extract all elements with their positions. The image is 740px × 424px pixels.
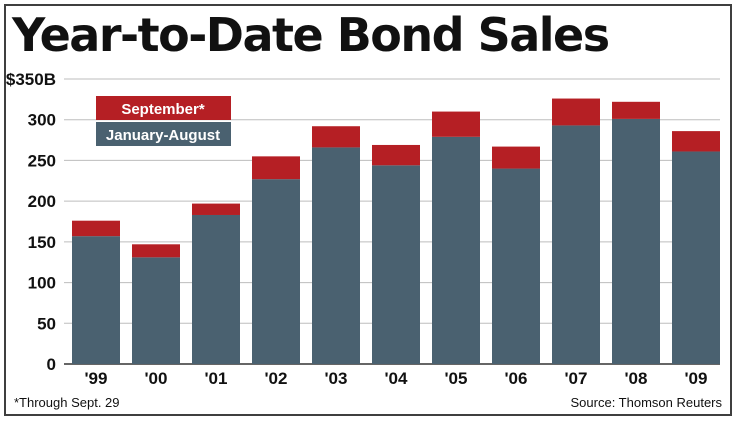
bar-september (252, 156, 300, 180)
y-axis-labels: 0 50 100 150 200 250 300 $350B (6, 70, 56, 374)
bar-january-august (612, 118, 660, 365)
x-tick-label: '09 (685, 369, 708, 388)
bar-september (552, 98, 600, 126)
bar-september (372, 144, 420, 166)
bar-january-august (552, 125, 600, 365)
bar-january-august (672, 151, 720, 364)
legend-label-jan-aug: January-August (106, 127, 220, 144)
x-tick-label: '06 (505, 369, 528, 388)
x-tick-label: '02 (265, 369, 288, 388)
bar-september (72, 220, 120, 237)
bar-september (672, 131, 720, 152)
y-tick-label: 0 (47, 355, 56, 374)
y-tick-label: 200 (28, 192, 56, 211)
y-tick-label: $350B (6, 70, 56, 89)
bar-september (612, 101, 660, 119)
bar-september (312, 126, 360, 148)
y-tick-label: 250 (28, 151, 56, 170)
bar-september (132, 244, 180, 258)
source-note: Source: Thomson Reuters (570, 395, 723, 410)
y-tick-label: 300 (28, 111, 56, 130)
x-axis-labels: '99 '00 '01 '02 '03 '04 '05 '06 '07 '08 '09 (85, 369, 708, 388)
bar-january-august (432, 136, 480, 364)
legend: September* January-August (96, 96, 231, 146)
y-tick-label: 150 (28, 233, 56, 252)
bar-january-august (192, 214, 240, 364)
x-tick-label: '99 (85, 369, 108, 388)
bar-january-august (372, 165, 420, 364)
x-tick-label: '07 (565, 369, 588, 388)
y-tick-label: 50 (37, 314, 56, 333)
footnote: *Through Sept. 29 (14, 395, 120, 410)
y-tick-label: 100 (28, 274, 56, 293)
legend-swatch-jan-aug (96, 122, 231, 146)
x-tick-label: '03 (325, 369, 348, 388)
bar-september (432, 111, 480, 137)
chart-frame (4, 4, 732, 416)
bars (72, 98, 720, 365)
x-tick-label: '04 (385, 369, 408, 388)
x-tick-label: '08 (625, 369, 648, 388)
chart-title: Year-to-Date Bond Sales (12, 8, 610, 62)
bar-january-august (132, 257, 180, 364)
bar-january-august (252, 179, 300, 364)
x-tick-label: '00 (145, 369, 168, 388)
legend-swatch-september (96, 96, 231, 120)
x-tick-label: '05 (445, 369, 468, 388)
bar-january-august (492, 168, 540, 364)
bar-september (192, 203, 240, 215)
x-tick-label: '01 (205, 369, 228, 388)
bar-september (492, 146, 540, 169)
legend-label-september: September* (121, 101, 205, 118)
bar-january-august (72, 236, 120, 364)
bar-january-august (312, 147, 360, 364)
